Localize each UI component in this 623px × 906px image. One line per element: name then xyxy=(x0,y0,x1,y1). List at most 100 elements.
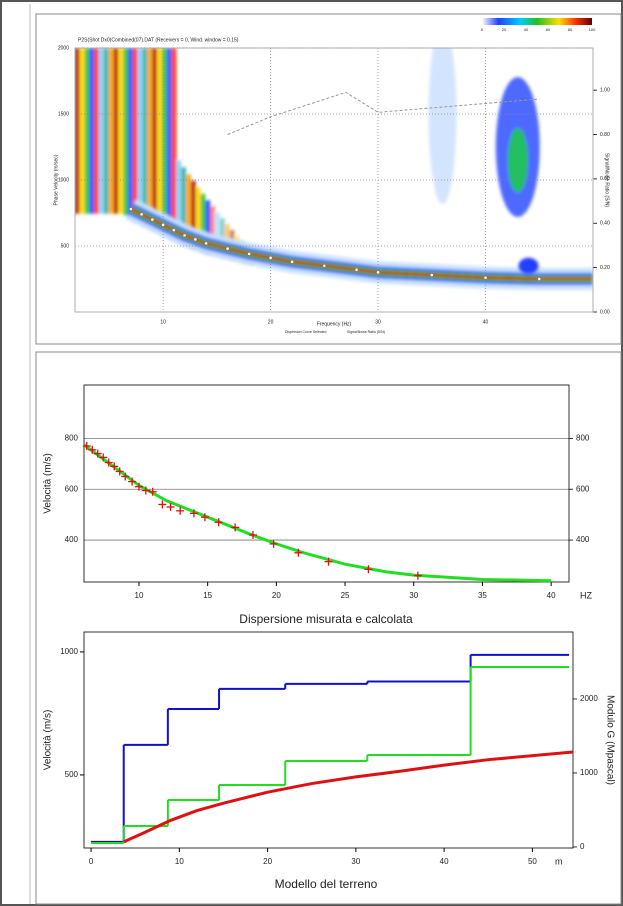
spectrum-stripe xyxy=(142,48,148,225)
curve-point xyxy=(129,207,133,211)
colorbar-tick-label: 80 xyxy=(568,27,573,32)
spectrum-stripe xyxy=(99,48,104,214)
measured-point xyxy=(231,523,240,532)
spectrum-stripe xyxy=(137,48,143,223)
measured-point xyxy=(176,506,185,515)
colorbar-tick-label: 60 xyxy=(546,27,551,32)
curve-point xyxy=(193,237,198,242)
x-tick-label: 40 xyxy=(547,591,556,600)
measured-point xyxy=(104,458,113,467)
y-tick-label: 1500 xyxy=(58,111,69,117)
y2-tick-label: 400 xyxy=(576,535,590,544)
measured-point xyxy=(214,518,223,527)
plot-frame xyxy=(83,631,574,849)
blob xyxy=(428,48,457,204)
y2-tick-label: 1000 xyxy=(580,768,598,777)
x-tick-label: 0 xyxy=(89,857,94,866)
spectrum-stripe xyxy=(195,187,201,250)
measured-point xyxy=(200,513,209,522)
measured-point xyxy=(189,509,198,518)
curve-point xyxy=(483,275,488,280)
y-tick-label: 600 xyxy=(65,484,79,493)
y2-tick-label: 800 xyxy=(576,433,590,442)
x-tick-label: 30 xyxy=(409,591,418,600)
spectrum-stripe xyxy=(210,206,215,255)
x-axis-label: Frequency (Hz) xyxy=(317,321,352,327)
x-unit-label: HZ xyxy=(580,590,592,600)
spectrum-stripe xyxy=(157,48,162,232)
curve-point xyxy=(430,273,434,277)
spectrum-stripe xyxy=(205,200,211,254)
blob xyxy=(518,257,539,274)
x-tick-label: 40 xyxy=(440,857,449,866)
spectrum-stripe xyxy=(75,48,80,214)
spectrum-stripe xyxy=(186,174,191,247)
spectrum-stripe xyxy=(113,48,119,214)
spectrum-stripe xyxy=(108,48,114,214)
y2-tick-label: 2000 xyxy=(580,694,598,703)
curve-point xyxy=(354,268,359,272)
measured-point xyxy=(248,530,257,539)
y-axis-label: Velocità (m/s) xyxy=(43,453,54,514)
spectrum-stripe xyxy=(128,48,133,218)
spectrum-stripe xyxy=(79,48,85,214)
curve-point xyxy=(150,217,155,222)
measured-point xyxy=(364,565,373,574)
legend-entry: Signal/Noise Ratio (S/N) xyxy=(347,330,385,334)
chart-title: P2S(Shot Dx0)Combined(07).DAT (Receivers… xyxy=(78,37,239,43)
x-tick-label: 20 xyxy=(263,857,272,866)
measured-point xyxy=(121,472,130,481)
spectrum-stripe xyxy=(118,48,124,214)
measured-point xyxy=(134,482,143,491)
measured-point xyxy=(141,486,150,495)
y-tick-label: 1000 xyxy=(58,177,69,183)
y2-tick-label: 0 xyxy=(580,842,585,851)
curve-point xyxy=(537,277,542,281)
colorbar-tick-label: 20 xyxy=(502,27,507,32)
y-axis-label: Velocità (m/s) xyxy=(43,710,54,771)
bottom-panel xyxy=(35,351,622,905)
measured-point xyxy=(269,539,278,548)
measured-point xyxy=(324,557,333,566)
measured-point xyxy=(294,548,303,557)
y-tick-label: 400 xyxy=(65,535,79,544)
x-tick-label: 15 xyxy=(203,591,212,600)
colorbar-tick-label: 40 xyxy=(524,27,529,32)
colorbar xyxy=(482,18,592,25)
y-tick-label: 2000 xyxy=(58,45,69,51)
y2-tick-label: 0.40 xyxy=(600,221,610,227)
measured-point xyxy=(88,445,97,454)
spectrum-stripe xyxy=(104,48,109,214)
curve-point xyxy=(268,256,273,260)
spectrum-stripe xyxy=(191,180,196,248)
spectrum-stripe xyxy=(84,48,90,214)
x-tick-label: 10 xyxy=(160,319,166,325)
measured-point xyxy=(110,462,119,471)
spectrum-stripe xyxy=(176,160,182,242)
measured-point xyxy=(158,500,167,509)
y-tick-label: 500 xyxy=(65,770,79,779)
x-tick-label: 30 xyxy=(375,319,381,325)
chart-title: Modello del terreno xyxy=(275,877,378,891)
y2-axis-label: Signal/Noise Ratio (S/N) xyxy=(604,153,610,208)
spectrum-stripe xyxy=(200,193,206,252)
series-line xyxy=(227,91,540,135)
curve-point xyxy=(290,260,294,264)
blob xyxy=(507,128,528,193)
chart-title: Dispersione misurata e calcolata xyxy=(239,612,413,626)
spectrum-stripe xyxy=(152,48,157,230)
y-tick-label: 500 xyxy=(61,243,70,249)
x-tick-label: 40 xyxy=(483,319,489,325)
y2-tick-label: 0.60 xyxy=(600,176,610,182)
spectrum-stripe xyxy=(215,212,220,256)
y2-tick-label: 0.20 xyxy=(600,265,610,271)
y2-tick-label: 0.00 xyxy=(600,309,610,315)
curve-point xyxy=(322,264,327,268)
x-tick-label: 10 xyxy=(135,591,144,600)
legend-entry: Dispersion Curve Selected xyxy=(285,330,326,334)
x-tick-label: 20 xyxy=(272,591,281,600)
curve-point xyxy=(172,228,176,232)
x-tick-label: 25 xyxy=(341,591,350,600)
curve-point xyxy=(376,270,380,275)
